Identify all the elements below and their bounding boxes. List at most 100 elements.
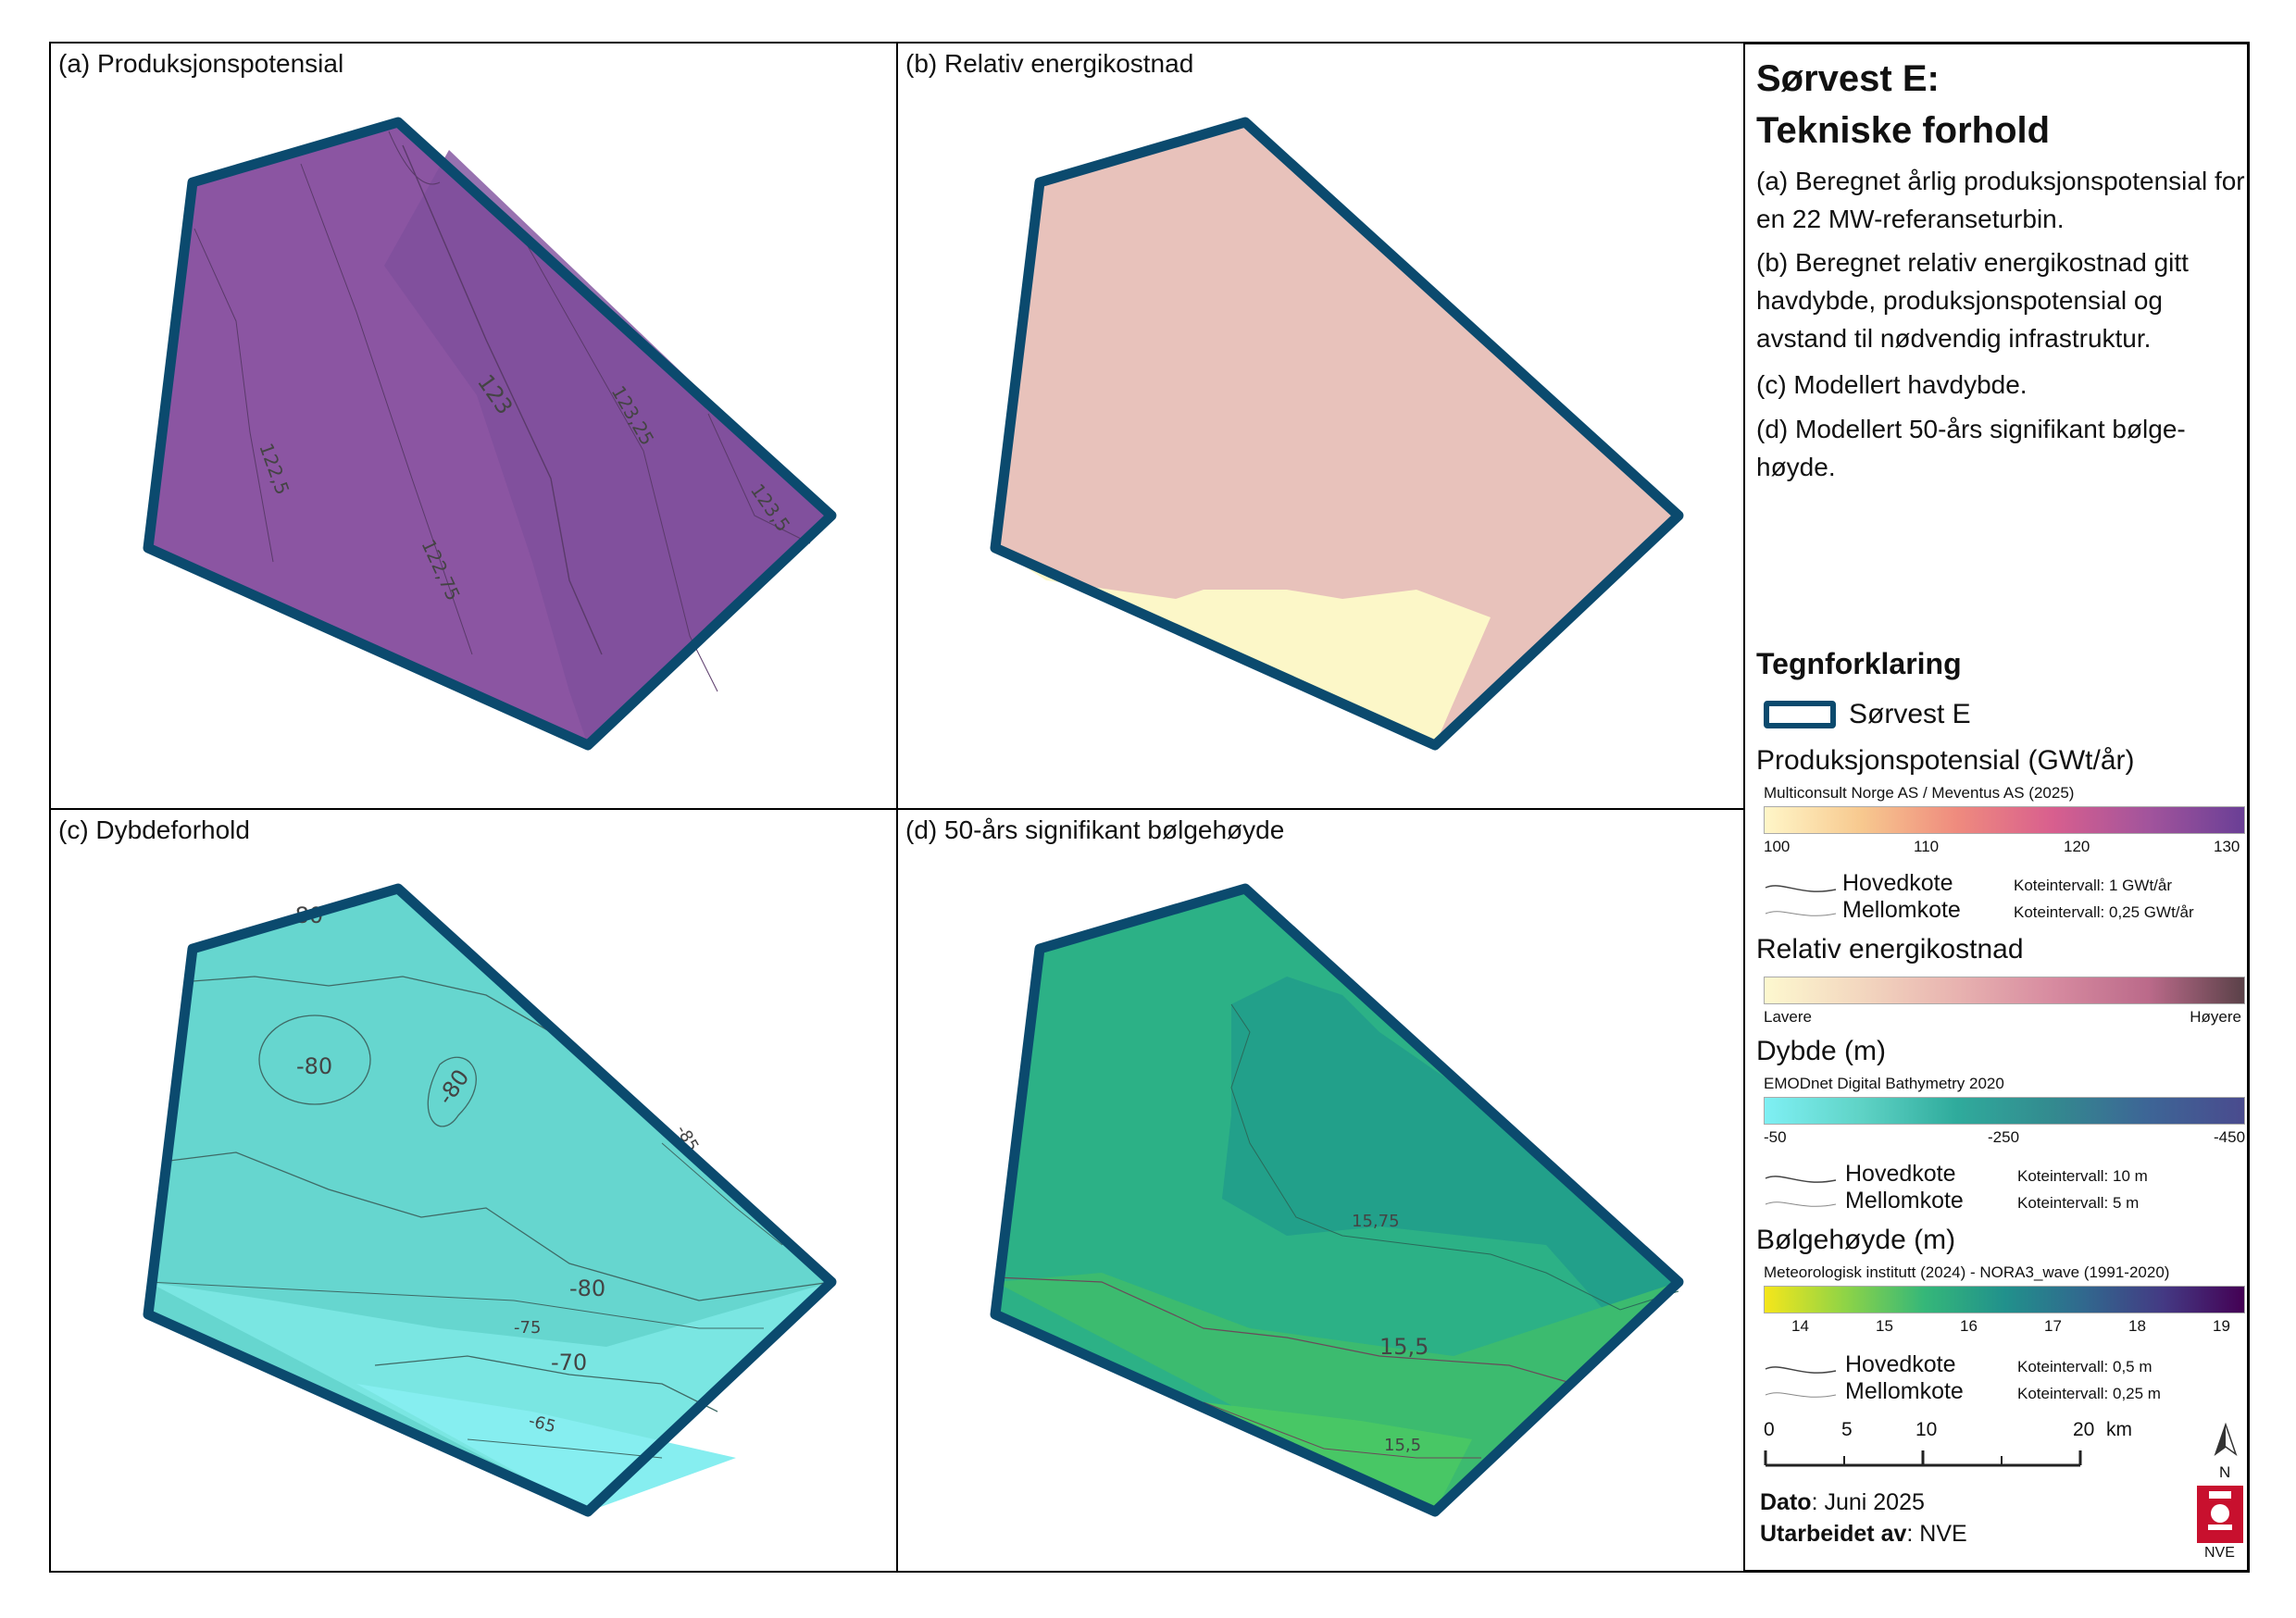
nve-logo-text: NVE: [2204, 1545, 2235, 1561]
author-label: Utarbeidet av: [1760, 1521, 1907, 1547]
nve-emblem-icon: [2208, 1491, 2232, 1530]
contour-line: [192, 976, 552, 1033]
depth-shallow-zone: [148, 1282, 831, 1512]
panel-title: (b) Relativ energikostnad: [905, 49, 1194, 78]
ramp-tick: -50: [1764, 1128, 1787, 1146]
scale-tick-label: 5: [1841, 1419, 1853, 1440]
contour-line: [193, 228, 274, 563]
depth-color-ramp: [1764, 1097, 2245, 1125]
contour-line: [1203, 1401, 1481, 1459]
contour-line: [522, 237, 718, 692]
area-outline: [143, 883, 837, 1517]
major-contour-label: Hovedkote: [1845, 1351, 1956, 1377]
area-outline: [143, 117, 837, 751]
cost-legend-title: Relativ energikostnad: [1756, 934, 2024, 965]
map-depth: -80 -80 -80 -85 -80 -75 -70 -65: [143, 883, 837, 1517]
date-label: Dato: [1760, 1489, 1812, 1515]
major-contour-interval: Koteintervall: 1 GWt/år: [2014, 877, 2173, 894]
north-label: N: [2219, 1463, 2231, 1481]
contour-label: 15,5: [1379, 1334, 1429, 1360]
production-color-ramp: [1764, 806, 2245, 834]
ramp-tick: -450: [2214, 1128, 2246, 1146]
contour-line: [300, 163, 473, 655]
depth-legend-title: Dybde (m): [1756, 1036, 1887, 1066]
wave-lowest-zone: [1204, 1402, 1472, 1512]
map-wave: 15,75 15,5 15,5: [990, 883, 1684, 1517]
legend-title: Sørvest E:: [1756, 58, 1940, 99]
major-contour-interval: Koteintervall: 0,5 m: [2017, 1358, 2152, 1375]
contour-label: -70: [551, 1350, 587, 1375]
contour-label: -80: [296, 1053, 332, 1079]
area-outline: [990, 883, 1684, 1517]
area-outline: [990, 117, 1684, 751]
wave-source: Meteorologisk institutt (2024) - NORA3_w…: [1764, 1263, 2170, 1281]
panel-production-potential: 122,5 122,75 123 123,25 123,5 (a) Produk…: [49, 42, 898, 810]
minor-contour-label: Mellomkote: [1845, 1188, 1964, 1214]
contour-line: [388, 131, 441, 185]
cost-high-label: Høyere: [2190, 1008, 2241, 1026]
contour-line: [994, 1276, 1575, 1385]
scale-tick-label: 20: [2073, 1419, 2095, 1440]
contour-line: [161, 1151, 832, 1301]
major-contour-interval: Koteintervall: 10 m: [2017, 1167, 2148, 1185]
contour-symbols: [1765, 1366, 1837, 1398]
contour-line: [661, 1142, 783, 1246]
description-d: (d) Modellert 50-års signifikant bølge-h…: [1756, 415, 2186, 481]
panel-wave-height: 15,75 15,5 15,5 (d) 50-års signifikant b…: [896, 808, 1745, 1573]
panel-title: (d) 50-års signifikant bølgehøyde: [905, 815, 1285, 844]
contour-symbols: [1765, 885, 1837, 916]
minor-contour-interval: Koteintervall: 5 m: [2017, 1194, 2140, 1212]
minor-contour-interval: Koteintervall: 0,25 m: [2017, 1385, 2161, 1402]
wave-color-ramp: [1764, 1286, 2245, 1313]
ramp-tick: 16: [1960, 1317, 1978, 1335]
ramp-tick: 15: [1876, 1317, 1893, 1335]
contour-line: [467, 1438, 663, 1459]
production-source: Multiconsult Norge AS / Meventus AS (202…: [1764, 784, 2075, 802]
date-value: : Juni 2025: [1811, 1489, 1925, 1515]
legend-subtitle: Tekniske forhold: [1756, 110, 2051, 151]
description-c: (c) Modellert havdybde.: [1756, 370, 2028, 399]
production-legend-title: Produksjonspotensial (GWt/år): [1756, 745, 2135, 776]
minor-contour-label: Mellomkote: [1845, 1378, 1964, 1404]
contour-line: [402, 144, 603, 655]
minor-contour-interval: Koteintervall: 0,25 GWt/år: [2014, 903, 2194, 921]
contour-line: [258, 1014, 371, 1105]
depth-source: EMODnet Digital Bathymetry 2020: [1764, 1075, 2004, 1092]
map-cost: [990, 117, 1684, 751]
ramp-tick: 110: [1914, 838, 1940, 855]
description-b: (b) Beregnet relativ energikostnad gitt …: [1756, 248, 2189, 353]
contour-line: [707, 413, 811, 544]
major-contour-label: Hovedkote: [1845, 1161, 1956, 1187]
contour-label: 15,75: [1352, 1212, 1400, 1231]
scale-unit: km: [2106, 1419, 2132, 1440]
legend-panel: Sørvest E: Tekniske forhold (a) Beregnet…: [1745, 44, 2249, 1571]
minor-contour-label: Mellomkote: [1842, 897, 1961, 923]
ramp-tick: 17: [2044, 1317, 2062, 1335]
contour-line: [1230, 1003, 1679, 1311]
north-arrow-icon: [2214, 1423, 2238, 1457]
panel-relative-cost: (b) Relativ energikostnad: [896, 42, 1745, 810]
panel-title: (c) Dybdeforhold: [58, 815, 250, 844]
contour-symbols: [1765, 1176, 1837, 1207]
production-high-zone: [384, 150, 831, 745]
wave-high-zone: [1222, 977, 1678, 1328]
ramp-tick: 130: [2214, 838, 2240, 855]
panel-depth: -80 -80 -80 -85 -80 -75 -70 -65 (c) Dybd…: [49, 808, 898, 1573]
cost-color-ramp: [1764, 977, 2245, 1004]
ramp-tick: 19: [2213, 1317, 2230, 1335]
depth-shallowest-zone: [356, 1384, 736, 1512]
legend-heading: Tegnforklaring: [1756, 647, 1962, 680]
map-production: 122,5 122,75 123 123,25 123,5: [143, 117, 837, 751]
ramp-tick: 120: [2064, 838, 2090, 855]
scale-tick-label: 0: [1764, 1419, 1775, 1440]
author-value: : NVE: [1906, 1521, 1967, 1547]
cost-fill: [995, 122, 1678, 745]
author-line: Utarbeidet av: NVE: [1760, 1521, 1967, 1548]
ramp-tick: 14: [1791, 1317, 1809, 1335]
contour-line: [374, 1355, 718, 1413]
scale-tick-label: 10: [1915, 1419, 1938, 1440]
area-label: Sørvest E: [1849, 699, 1971, 729]
contour-label: -80: [569, 1276, 605, 1301]
cost-low-zone: [995, 548, 1491, 745]
wave-legend-title: Bølgehøyde (m): [1756, 1225, 1956, 1255]
